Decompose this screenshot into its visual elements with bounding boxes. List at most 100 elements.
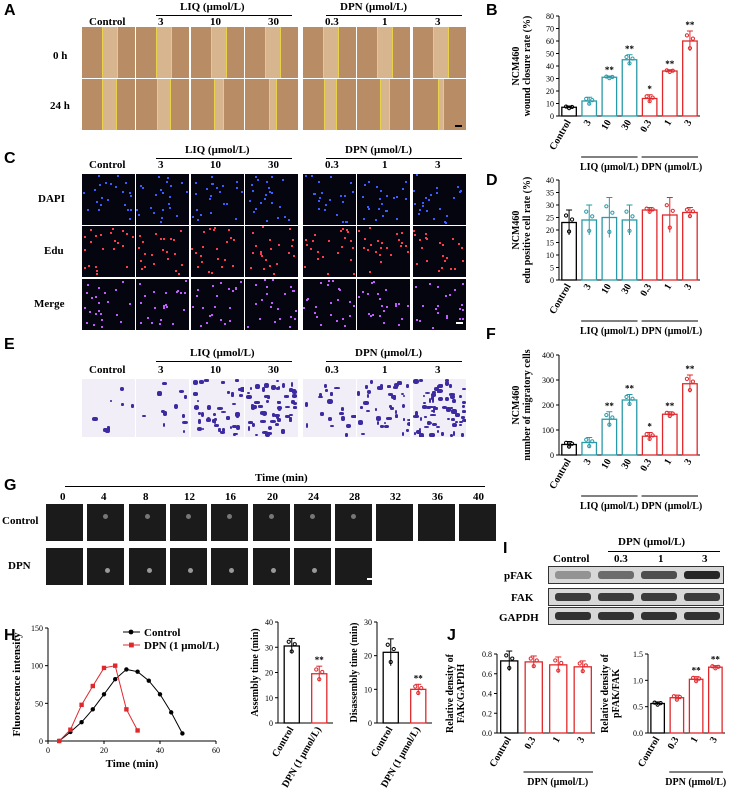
fluorescence-image-tile: [82, 279, 135, 330]
migrated-cell: [327, 398, 333, 404]
bar-0.3: [641, 97, 658, 117]
cell-dot: [421, 246, 424, 249]
wound-image-tile: [191, 79, 244, 130]
migrated-cell: [260, 419, 266, 423]
y-tick-label: 40: [265, 618, 273, 627]
g-time-title: Time (min): [255, 472, 308, 484]
migrated-cell: [317, 395, 323, 399]
migrated-cell: [319, 393, 322, 398]
data-point: [647, 209, 652, 214]
focal-adhesion-tile: [253, 504, 290, 541]
cell-dot: [213, 228, 216, 231]
migrated-cell: [449, 433, 453, 437]
migrated-cell: [455, 421, 459, 424]
blot-band: [598, 612, 634, 620]
c-dpn-header: DPN (μmol/L): [345, 144, 413, 156]
cell-dot: [329, 176, 332, 179]
cell-dot: [202, 230, 205, 233]
cell-dot: [406, 304, 409, 307]
focal-adhesion-tile: [459, 504, 496, 541]
data-point: [610, 74, 615, 80]
data-point: [684, 33, 690, 38]
data-point: [624, 394, 629, 400]
blot-band: [684, 571, 720, 579]
migrated-cell: [293, 405, 298, 409]
group-label: LIQ (μmol/L): [580, 501, 639, 512]
cell-dot: [83, 192, 86, 195]
cell-dot: [430, 193, 433, 196]
cell-dot: [172, 323, 175, 326]
cell-dot: [128, 217, 131, 220]
c-dpn-dose-0.3: 0.3: [325, 159, 339, 171]
fluorescence-image-tile: [357, 226, 410, 277]
cell-dot: [95, 234, 98, 237]
y-axis-title: FAK/GAPDH: [456, 664, 467, 723]
series-point: [101, 665, 107, 671]
cell-dot: [161, 216, 164, 219]
cell-dot: [266, 181, 269, 184]
data-point: [507, 665, 512, 671]
data-point: [647, 99, 652, 104]
cell-dot: [316, 251, 319, 254]
migrated-cell: [251, 423, 256, 428]
migrated-cell: [182, 429, 186, 434]
migrated-cell: [432, 390, 436, 394]
blot-strip: [548, 607, 724, 625]
migrated-cell: [429, 398, 432, 403]
migrated-cell: [248, 425, 251, 431]
wound-gap: [210, 27, 227, 78]
blot-band: [684, 593, 720, 601]
cell-dot: [210, 182, 213, 185]
cell-dot: [439, 242, 442, 245]
cell-dot: [438, 269, 441, 272]
data-point: [559, 660, 564, 666]
g-row-control: Control: [2, 515, 39, 527]
cell-dot: [84, 235, 87, 238]
data-point: [584, 209, 589, 214]
cell-dot: [343, 236, 346, 239]
migrated-cell: [438, 383, 444, 387]
migrated-cell: [442, 405, 448, 410]
data-point: [713, 666, 718, 671]
cell-dot: [454, 267, 457, 270]
data-point: [684, 376, 690, 381]
y-tick-label: 30: [546, 201, 554, 210]
e-dpn-header: DPN (μmol/L): [355, 347, 423, 359]
a-dpn-dose-3: 3: [435, 16, 441, 28]
sig-mark: **: [665, 401, 675, 411]
fluorescence-image-tile: [303, 279, 356, 330]
c-liq-underline: [156, 158, 292, 159]
category-label: 0.3: [638, 282, 654, 298]
cell-dot: [382, 309, 385, 312]
bar-30: [621, 399, 638, 456]
y-axis-title: NCM460: [511, 211, 522, 250]
g-time-label: 0: [60, 491, 66, 503]
cell-dot: [438, 207, 441, 210]
cell-dot: [317, 181, 320, 184]
migrated-cell: [418, 427, 421, 432]
migrated-cell: [379, 425, 384, 428]
series-point: [68, 729, 73, 735]
cell-dot: [201, 245, 204, 248]
focal-adhesion-tile: [129, 548, 166, 585]
cell-dot: [317, 200, 320, 203]
cell-dot: [336, 320, 339, 323]
cell-dot: [377, 208, 380, 211]
migrated-cell: [324, 383, 328, 388]
cell-dot: [350, 182, 353, 185]
y-tick-label: 10: [546, 251, 554, 260]
cell-dot: [268, 187, 271, 190]
cell-dot: [415, 262, 418, 265]
cell-dot: [169, 238, 172, 241]
cell-dot: [406, 251, 409, 254]
bar-3: [581, 441, 598, 456]
transwell-image-tile: [357, 379, 410, 437]
cell-dot: [137, 246, 140, 249]
cell-dot: [362, 246, 365, 249]
wound-gap: [156, 79, 171, 130]
migrated-cell: [434, 387, 440, 392]
panel-label-e: E: [4, 336, 15, 353]
cell-dot: [206, 188, 209, 191]
y-tick-label: 100: [542, 426, 554, 435]
cell-dot: [349, 239, 352, 242]
